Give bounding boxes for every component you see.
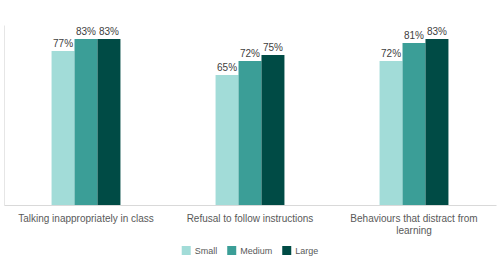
- x-tick: Refusal to follow instructions: [187, 205, 314, 224]
- data-label: 72%: [240, 48, 260, 59]
- legend-label: Large: [295, 246, 318, 256]
- data-label: 81%: [404, 30, 424, 41]
- legend-swatch: [282, 246, 291, 255]
- bar: [261, 55, 284, 205]
- legend-swatch: [182, 246, 191, 255]
- x-tick-label: Behaviours that distract fromlearning: [350, 213, 477, 236]
- data-labels: 77%65%72%83%72%81%83%75%83%: [53, 26, 447, 73]
- data-label: 83%: [76, 26, 96, 37]
- data-label: 75%: [263, 42, 283, 53]
- legend-item: Small: [182, 246, 218, 256]
- x-tick-label: Talking inappropriately in class: [18, 213, 154, 224]
- data-label: 65%: [217, 62, 237, 73]
- bar: [403, 43, 426, 205]
- legend-label: Small: [195, 246, 218, 256]
- bar: [380, 61, 403, 205]
- data-label: 77%: [53, 38, 73, 49]
- x-axis-line: [5, 205, 497, 206]
- x-tick: Talking inappropriately in class: [18, 205, 154, 224]
- bar: [425, 39, 448, 205]
- chart: 77%65%72%83%72%81%83%75%83%Talking inapp…: [0, 0, 500, 267]
- y-axis-line: [4, 26, 5, 206]
- data-label: 72%: [381, 48, 401, 59]
- bar: [239, 61, 262, 205]
- legend-label: Medium: [240, 246, 272, 256]
- data-label: 83%: [99, 26, 119, 37]
- x-axis: Talking inappropriately in class Refusal …: [5, 205, 497, 236]
- y-axis: [4, 26, 5, 206]
- x-tick: Behaviours that distract fromlearning: [350, 205, 477, 236]
- bar: [216, 75, 239, 205]
- bar: [52, 51, 75, 205]
- data-label: 83%: [427, 26, 447, 37]
- x-tick-label: Refusal to follow instructions: [187, 213, 314, 224]
- legend-item: Medium: [227, 246, 272, 256]
- legend: Small Medium Large: [182, 246, 319, 256]
- bar: [97, 39, 120, 205]
- legend-item: Large: [282, 246, 318, 256]
- bar: [75, 39, 98, 205]
- bars: [52, 39, 449, 205]
- legend-swatch: [227, 246, 236, 255]
